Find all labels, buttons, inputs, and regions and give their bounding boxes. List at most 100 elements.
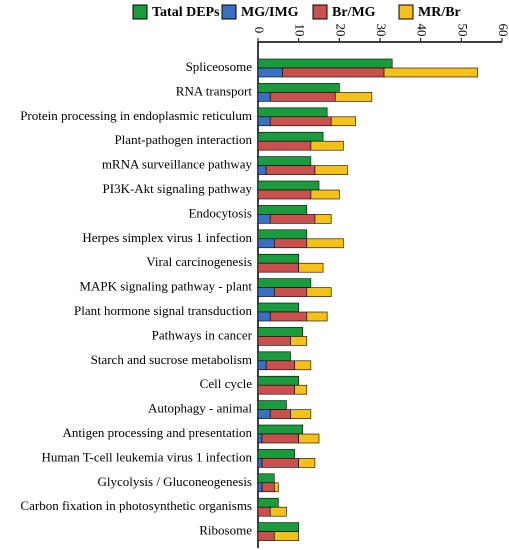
y-tick-label: MAPK signaling pathway - plant bbox=[79, 279, 252, 294]
y-tick-label: RNA transport bbox=[176, 83, 253, 98]
bar-segment bbox=[257, 506, 271, 517]
y-tick-label: Viral carcinogenesis bbox=[146, 254, 252, 269]
y-tick-label: Carbon fixation in photosynthetic organi… bbox=[20, 498, 252, 513]
bar-segment bbox=[269, 409, 291, 419]
bar-segment bbox=[294, 360, 312, 371]
x-tick-label: 20 bbox=[333, 24, 348, 37]
bar-segment bbox=[257, 214, 271, 224]
bar-segment bbox=[269, 506, 287, 517]
bar bbox=[257, 253, 299, 264]
y-tick-label: Ribosome bbox=[199, 523, 252, 538]
bar-segment bbox=[269, 92, 336, 102]
bar-segment bbox=[257, 531, 275, 541]
bar-segment bbox=[257, 67, 283, 78]
bar-segment bbox=[257, 336, 291, 346]
bar bbox=[257, 400, 287, 410]
y-tick-label: Endocytosis bbox=[188, 205, 252, 220]
bar bbox=[257, 205, 308, 215]
bar-segment bbox=[273, 287, 308, 297]
bar bbox=[257, 497, 279, 508]
legend-label: MR/Br bbox=[418, 5, 461, 20]
bar-segment bbox=[334, 92, 373, 102]
y-tick-label: Human T-cell leukemia virus 1 infection bbox=[42, 449, 253, 464]
bar bbox=[257, 302, 299, 313]
y-tick-label: Starch and sucrose metabolism bbox=[91, 352, 252, 367]
bar-segment bbox=[298, 262, 324, 273]
bar-segment bbox=[257, 458, 263, 468]
y-tick-label: Autophagy - animal bbox=[148, 401, 252, 416]
y-tick-label: Plant hormone signal transduction bbox=[74, 303, 253, 318]
bar bbox=[257, 473, 275, 484]
bar-segment bbox=[261, 482, 275, 493]
bar-segment bbox=[257, 262, 299, 273]
y-tick-label: Plant-pathogen interaction bbox=[114, 132, 252, 147]
bar-segment bbox=[257, 189, 312, 200]
bar bbox=[257, 375, 299, 386]
legend-label: MG/IMG bbox=[241, 5, 299, 20]
legend-label: Br/MG bbox=[332, 5, 376, 20]
bar-segment bbox=[269, 214, 316, 224]
bar-segment bbox=[257, 482, 263, 493]
bar-segment bbox=[257, 433, 263, 444]
bar bbox=[257, 156, 312, 166]
bar bbox=[257, 351, 291, 362]
bar-segment bbox=[257, 165, 267, 175]
bar-segment bbox=[257, 360, 267, 371]
bar-segment bbox=[269, 311, 308, 322]
y-tick-label: PI3K-Akt signaling pathway bbox=[103, 181, 253, 196]
legend-swatch bbox=[221, 4, 237, 20]
y-tick-label: Herpes simplex virus 1 infection bbox=[82, 230, 252, 245]
bar-segment bbox=[257, 92, 271, 102]
bar bbox=[257, 229, 308, 240]
bar bbox=[257, 180, 320, 191]
bar-segment bbox=[265, 360, 295, 371]
bar bbox=[257, 424, 304, 435]
bar-segment bbox=[257, 238, 275, 249]
y-tick-label: Protein processing in endoplasmic reticu… bbox=[20, 108, 252, 123]
bar-segment bbox=[290, 336, 308, 346]
bar-segment bbox=[314, 214, 332, 224]
bar bbox=[257, 278, 312, 288]
bar-segment bbox=[273, 238, 308, 249]
y-tick-label: mRNA surveillance pathway bbox=[102, 157, 253, 172]
bar-segment bbox=[261, 458, 299, 468]
bar-segment bbox=[306, 238, 344, 249]
bar-segment bbox=[273, 531, 299, 541]
x-tick-label: 50 bbox=[455, 24, 470, 37]
bar-segment bbox=[273, 482, 279, 493]
legend-swatch bbox=[398, 4, 414, 20]
bar bbox=[257, 107, 328, 118]
y-tick-label: Cell cycle bbox=[200, 376, 253, 391]
bar-segment bbox=[261, 433, 299, 444]
x-tick-label: 60 bbox=[496, 24, 509, 37]
x-tick-label: 40 bbox=[415, 24, 430, 37]
bar-segment bbox=[330, 116, 356, 127]
bar bbox=[257, 449, 295, 459]
bar bbox=[257, 327, 304, 337]
legend-swatch bbox=[132, 4, 148, 20]
bar-segment bbox=[383, 67, 478, 78]
bar bbox=[257, 131, 324, 142]
y-tick-label: Antigen processing and presentation bbox=[62, 425, 252, 440]
bar-segment bbox=[310, 189, 340, 200]
y-tick-label: Spliceosome bbox=[186, 59, 253, 74]
bar-segment bbox=[306, 287, 332, 297]
bar bbox=[257, 522, 299, 532]
legend-swatch bbox=[312, 4, 328, 20]
bar-segment bbox=[257, 311, 271, 322]
bar-segment bbox=[269, 116, 332, 127]
bar bbox=[257, 83, 340, 93]
bar-segment bbox=[298, 458, 316, 468]
bar-segment bbox=[290, 409, 312, 419]
y-tick-label: Pathways in cancer bbox=[152, 327, 253, 342]
bar-segment bbox=[306, 311, 328, 322]
bar-segment bbox=[257, 116, 271, 127]
bar-segment bbox=[257, 409, 271, 419]
bar-segment bbox=[257, 287, 275, 297]
x-tick-label: 30 bbox=[374, 24, 389, 37]
bar-segment bbox=[265, 165, 316, 175]
x-tick-label: 0 bbox=[252, 27, 267, 34]
y-tick-label: Glycolysis / Gluconeogenesis bbox=[97, 474, 252, 489]
bar-segment bbox=[294, 384, 308, 395]
